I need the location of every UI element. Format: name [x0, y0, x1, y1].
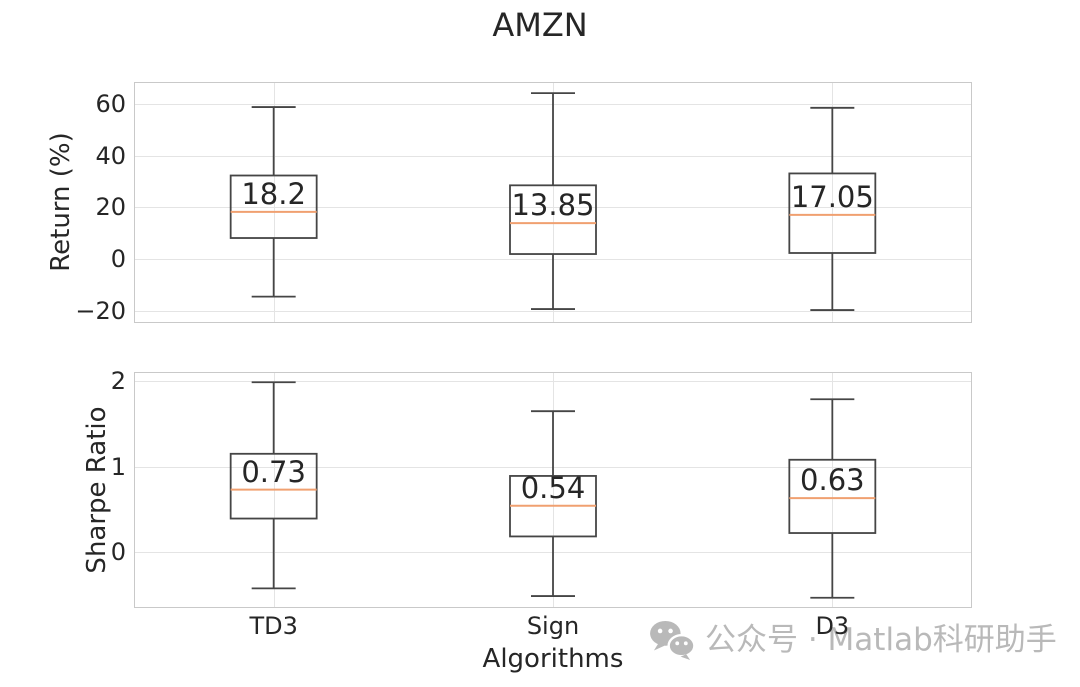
box-iqr [509, 184, 597, 255]
gridline-vertical [273, 83, 275, 322]
x-tick-label-td3: TD3 [249, 612, 298, 640]
y-tick-label: 1 [110, 452, 126, 481]
median-value-label: 18.2 [241, 176, 306, 211]
median-value-label: 17.05 [790, 179, 874, 214]
watermark: 公众号 · Matlab科研助手 [649, 620, 1057, 660]
boxplot-layer [229, 381, 877, 599]
box-iqr [788, 458, 877, 534]
y-tick-label: 2 [110, 367, 126, 396]
gridline-vertical [832, 83, 834, 322]
gridline-vertical [553, 83, 554, 322]
median-value-label: 0.54 [520, 470, 586, 505]
x-tick-label-sign: Sign [526, 612, 580, 640]
watermark-text: 公众号 · Matlab科研助手 [705, 622, 1057, 658]
y-tick-label: 60 [95, 89, 126, 118]
box-iqr [788, 172, 877, 254]
y-tick-label: 0 [110, 537, 126, 566]
wechat-icon [650, 620, 695, 660]
median-value-label: 0.73 [241, 454, 306, 489]
boxplot-layer [229, 92, 877, 311]
gridline-vertical [832, 373, 834, 607]
x-axis-label: Algorithms [482, 644, 624, 674]
median-value-label: 0.63 [800, 463, 865, 498]
y-tick-label: 20 [95, 193, 126, 222]
y-tick-label: 0 [110, 244, 126, 273]
median-value-label: 13.85 [511, 188, 595, 223]
box-iqr [229, 452, 318, 520]
x-tick-label-d3: D3 [815, 612, 850, 640]
gridline-vertical [553, 373, 554, 607]
y-tick-label: −20 [75, 296, 126, 325]
y-tick-label: 40 [95, 141, 126, 170]
box-iqr [229, 174, 318, 239]
chart-title: AMZN [492, 6, 588, 44]
